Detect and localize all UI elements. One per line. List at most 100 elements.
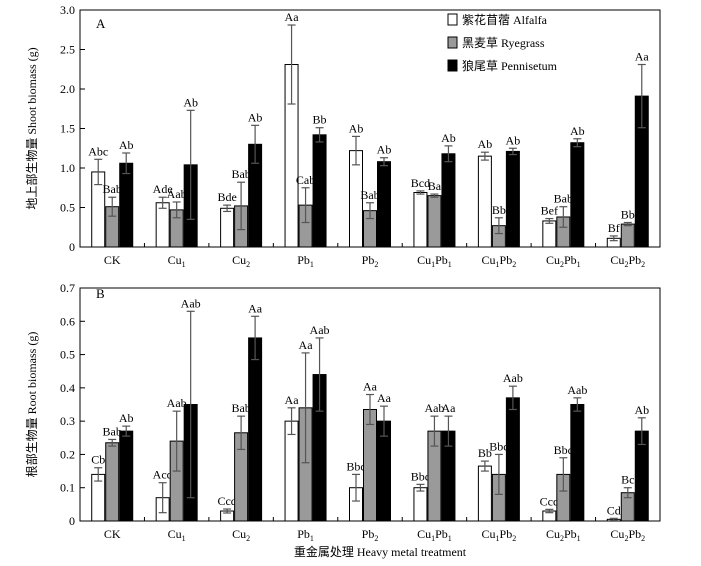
y-tick-label: 0.7 xyxy=(60,281,75,295)
significance-label: Bb xyxy=(492,203,506,217)
x-tick-label: Pb1 xyxy=(297,527,314,543)
y-tick-label: 2.5 xyxy=(60,43,75,57)
y-tick-label: 1.5 xyxy=(60,122,75,136)
significance-label: Bb xyxy=(478,446,492,460)
x-tick-label-part: Pb xyxy=(297,527,310,541)
bar xyxy=(155,202,170,248)
significance-label: Ba xyxy=(428,179,442,193)
significance-label: Cb xyxy=(91,453,105,467)
significance-label: Aab xyxy=(424,401,444,415)
y-tick-label: 0.3 xyxy=(60,414,75,428)
x-tick-label-part: Cu xyxy=(232,253,246,267)
x-tick-label-part: Cu xyxy=(168,527,182,541)
y-axis-label: 根部生物量 Root biomass (g) xyxy=(24,332,39,478)
x-tick-label-part: Pb xyxy=(628,253,641,267)
x-tick-label-part: Cu xyxy=(482,527,496,541)
significance-label: Bcd xyxy=(411,176,430,190)
bar xyxy=(284,420,299,522)
bar xyxy=(505,150,520,248)
x-tick-label-subscript: 2 xyxy=(512,260,516,269)
shoot-biomass-panel: 0 0.5 1.0 1.5 2.0 2.5 3.0 A 地上部生物量 Shoot biomass… xyxy=(24,3,661,269)
x-tick-label-part: Cu xyxy=(232,527,246,541)
bar xyxy=(220,207,235,248)
x-tick-label: Cu1Pb2 xyxy=(482,527,517,543)
x-tick-label-part: Pb xyxy=(362,253,375,267)
x-tick-label: CK xyxy=(104,253,121,267)
x-tick-label-subscript: 2 xyxy=(624,534,628,543)
x-tick-label-subscript: 2 xyxy=(624,260,628,269)
x-tick-label-subscript: 2 xyxy=(560,260,564,269)
x-tick-label-subscript: 1 xyxy=(431,260,435,269)
x-tick-label-subscript: 2 xyxy=(374,260,378,269)
significance-label: Ab xyxy=(349,121,364,135)
x-tick-label-part: Pb xyxy=(435,253,448,267)
significance-label: Bbc xyxy=(554,443,573,457)
x-tick-label-part: Cu xyxy=(417,527,431,541)
x-tick-label: Cu1Pb2 xyxy=(482,253,517,269)
y-axis-label: 地上部生物量 Shoot biomass (g) xyxy=(24,47,39,209)
legend-label: 狼尾草 Pennisetum xyxy=(462,58,558,73)
x-tick-label-part: Cu xyxy=(610,253,624,267)
x-tick-label-part: Cu xyxy=(610,527,624,541)
significance-label: Aa xyxy=(285,393,300,407)
x-tick-label-part: Pb xyxy=(435,527,448,541)
significance-label: Ab xyxy=(248,110,263,124)
x-tick-label-subscript: 1 xyxy=(431,534,435,543)
y-tick-label: 0.6 xyxy=(60,314,75,328)
bar xyxy=(413,487,428,522)
x-tick-label-subscript: 2 xyxy=(512,534,516,543)
significance-label: Aa xyxy=(635,50,650,64)
x-tick-label-part: Pb xyxy=(628,527,641,541)
significance-label: Bbc xyxy=(346,459,365,473)
significance-label: Ab xyxy=(183,95,198,109)
significance-label: Bb xyxy=(621,208,635,222)
x-tick-label-part: Cu xyxy=(417,253,431,267)
significance-label: Ab xyxy=(441,131,456,145)
significance-label: Bab xyxy=(103,424,122,438)
x-tick-label-part: CK xyxy=(104,253,121,267)
significance-label: Ccd xyxy=(217,494,236,508)
bar xyxy=(477,155,492,248)
bar xyxy=(427,195,442,248)
bar xyxy=(413,191,428,248)
x-tick-label-subscript: 1 xyxy=(496,534,500,543)
significance-label: Aab xyxy=(181,296,201,310)
significance-label: Ab xyxy=(119,138,134,152)
x-tick-label: Cu1 xyxy=(168,527,186,543)
bar xyxy=(620,223,635,248)
x-tick-label: CK xyxy=(104,527,121,541)
significance-label: Acd xyxy=(153,468,173,482)
significance-label: Aa xyxy=(441,401,456,415)
x-tick-label-part: Pb xyxy=(297,253,310,267)
significance-label: Aab xyxy=(167,396,187,410)
x-tick-label-part: Pb xyxy=(500,253,513,267)
significance-label: Aa xyxy=(377,391,392,405)
significance-label: Cab xyxy=(296,173,315,187)
y-tick-label: 0 xyxy=(69,240,75,254)
significance-label: Aab xyxy=(567,383,587,397)
bar xyxy=(477,465,492,522)
bar xyxy=(119,162,134,248)
significance-label: Ab xyxy=(506,133,521,147)
x-tick-label-subscript: 1 xyxy=(310,260,314,269)
panel-label: B xyxy=(96,286,105,301)
legend: 紫花苜蓿 Alfalfa 黑麦草 Ryegrass 狼尾草 Pennisetum xyxy=(447,12,558,73)
significance-label: Abc xyxy=(88,144,108,158)
bar xyxy=(119,430,134,522)
legend-swatch xyxy=(447,13,458,26)
y-tick-label: 2.0 xyxy=(60,82,75,96)
y-tick-label: 0.5 xyxy=(60,348,75,362)
significance-label: Cd xyxy=(607,503,621,517)
x-tick-label: Pb2 xyxy=(362,527,379,543)
legend-label: 黑麦草 Ryegrass xyxy=(462,36,545,50)
significance-label: Bab xyxy=(231,167,250,181)
x-tick-label-part: Pb xyxy=(564,527,577,541)
x-tick-label: Pb1 xyxy=(297,253,314,269)
x-tick-label-part: Pb xyxy=(362,527,375,541)
significance-label: Bf xyxy=(608,221,620,235)
legend-label: 紫花苜蓿 Alfalfa xyxy=(462,12,548,27)
significance-label: Bbc xyxy=(411,469,430,483)
bar xyxy=(441,153,456,248)
significance-label: Aa xyxy=(248,301,263,315)
legend-swatch xyxy=(447,36,458,49)
